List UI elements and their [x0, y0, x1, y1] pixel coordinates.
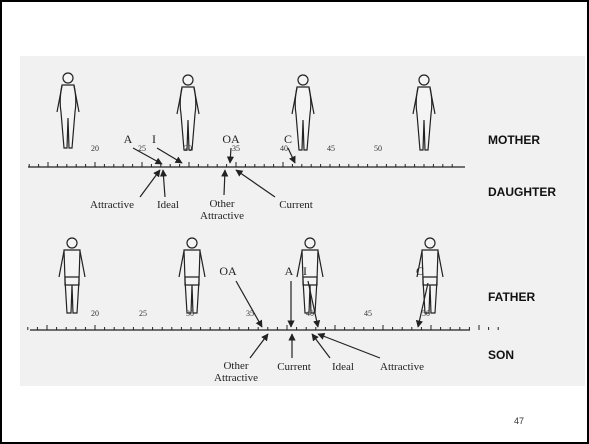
above-label: C	[416, 264, 424, 278]
below-label: Ideal	[332, 361, 354, 373]
above-label: A	[124, 132, 133, 146]
tick-label: 40	[280, 144, 288, 153]
tick-label: 40	[306, 309, 314, 318]
below-label: Other	[223, 360, 248, 372]
side-label: SON	[488, 348, 514, 362]
above-label: OA	[219, 264, 237, 278]
below-label: Attractive	[380, 361, 424, 373]
below-label: Ideal	[157, 199, 179, 211]
tick-label: 50	[422, 309, 430, 318]
above-label: I	[152, 132, 156, 146]
above-label: C	[284, 132, 292, 146]
side-label: MOTHER	[488, 133, 540, 147]
tick-label: 20	[91, 309, 99, 318]
tick-label: 45	[327, 144, 335, 153]
tick-label: 25	[138, 144, 146, 153]
side-label: DAUGHTER	[488, 185, 556, 199]
below-label: Attractive	[214, 372, 258, 384]
page-number: 47	[514, 416, 524, 426]
minor-ticks	[27, 162, 499, 330]
tick-label: 25	[139, 309, 147, 318]
side-label: FATHER	[488, 290, 535, 304]
tick-label: 45	[364, 309, 372, 318]
tick-label: 35	[232, 144, 240, 153]
below-label: Current	[277, 361, 311, 373]
above-label: I	[303, 264, 307, 278]
below-label: Current	[279, 199, 313, 211]
tick-label: 30	[184, 144, 192, 153]
below-label: Other	[209, 198, 234, 210]
tick-label: 20	[91, 144, 99, 153]
tick-label: 50	[374, 144, 382, 153]
tick-label: 30	[186, 309, 194, 318]
below-label: Attractive	[90, 199, 134, 211]
below-label: Attractive	[200, 210, 244, 222]
arrows	[132, 147, 296, 198]
arrows	[235, 280, 429, 359]
above-label: A	[285, 264, 294, 278]
above-label: OA	[222, 132, 240, 146]
tick-label: 35	[246, 309, 254, 318]
